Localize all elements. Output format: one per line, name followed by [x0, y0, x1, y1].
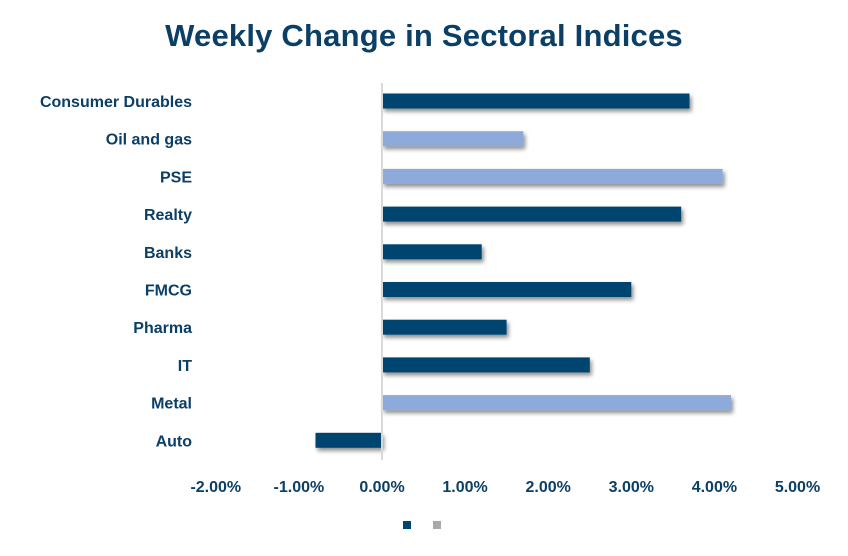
bars-group: [315, 93, 731, 448]
legend: [403, 521, 441, 529]
category-label: FMCG: [145, 283, 192, 300]
legend-swatch-1: [403, 521, 411, 529]
category-label: Banks: [144, 245, 192, 262]
x-tick-label: 1.00%: [442, 479, 487, 496]
category-label: Realty: [144, 207, 192, 224]
x-tick-label: 0.00%: [359, 479, 404, 496]
bar-pharma: [382, 319, 507, 335]
x-tick-labels: -2.00% -1.00% 0.00% 1.00% 2.00% 3.00% 4.00% 5.0…: [190, 479, 820, 496]
category-label: Auto: [156, 433, 193, 450]
category-label: Oil and gas: [106, 132, 192, 149]
bar-realty: [382, 206, 682, 222]
x-tick-label: 4.00%: [692, 479, 737, 496]
category-label: Metal: [151, 396, 192, 413]
legend-swatch-2: [433, 521, 441, 529]
category-label: Pharma: [133, 320, 192, 337]
category-label: PSE: [160, 169, 192, 186]
bar-it: [382, 357, 590, 373]
chart-title: Weekly Change in Sectoral Indices: [165, 18, 683, 53]
category-labels: Consumer Durables Oil and gas PSE Realty Ban…: [40, 94, 192, 450]
x-tick-label: 3.00%: [609, 479, 654, 496]
bar-consumer-durables: [382, 93, 690, 109]
bar-auto: [315, 432, 382, 448]
x-tick-label: 5.00%: [775, 479, 820, 496]
bar-fmcg: [382, 282, 632, 297]
category-label: Consumer Durables: [40, 94, 192, 111]
category-label: IT: [178, 358, 192, 375]
x-tick-label: -1.00%: [274, 479, 325, 496]
bar-oil-and-gas: [382, 131, 524, 147]
bar-metal: [382, 395, 731, 411]
bar-banks: [382, 244, 482, 260]
x-tick-label: -2.00%: [190, 479, 241, 496]
bar-pse: [382, 168, 723, 184]
x-tick-label: 2.00%: [526, 479, 571, 496]
